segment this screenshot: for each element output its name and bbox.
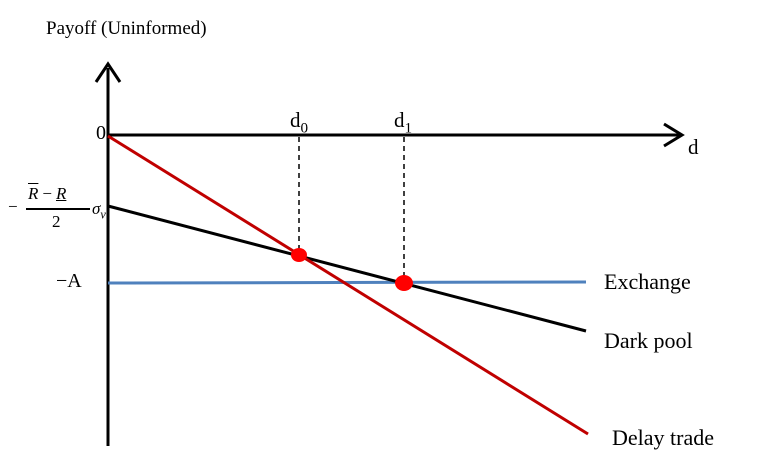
d1-sub: 1 xyxy=(404,120,413,137)
y-tick-neg-a: −A xyxy=(56,270,82,292)
dark-pool-line xyxy=(107,204,587,333)
intersection-point-d0 xyxy=(291,248,307,262)
sigma-symbol: σv xyxy=(92,199,106,222)
intersection-point-d1 xyxy=(395,275,413,291)
fraction-bar xyxy=(26,208,90,210)
exchange-line xyxy=(107,280,587,285)
r-underline: R xyxy=(55,184,67,203)
legend-exchange: Exchange xyxy=(604,269,691,294)
y-axis-arrowhead xyxy=(94,61,122,83)
d0-sub: 0 xyxy=(300,120,309,137)
d1-label: d1 xyxy=(394,108,412,137)
d0-base: d xyxy=(290,108,301,132)
r-bar: R xyxy=(28,184,39,203)
legend-dark-pool: Dark pool xyxy=(604,328,693,353)
d1-base: d xyxy=(394,108,405,132)
legend-delay-trade: Delay trade xyxy=(612,425,714,450)
delay-trade-line xyxy=(107,134,589,436)
fraction-operator: − xyxy=(42,184,52,203)
x-axis-label: d xyxy=(688,135,699,159)
fraction-denominator: 2 xyxy=(52,212,61,231)
sigma-subscript: v xyxy=(100,207,106,222)
fraction-numerator: R − R xyxy=(28,184,66,204)
y-axis-label: Payoff (Uninformed) xyxy=(46,18,207,39)
x-axis-arrowhead xyxy=(663,122,685,148)
y-tick-zero: 0 xyxy=(96,122,106,144)
sigma: σ xyxy=(92,199,101,218)
fraction-minus: − xyxy=(8,197,18,216)
d0-label: d0 xyxy=(290,108,308,137)
